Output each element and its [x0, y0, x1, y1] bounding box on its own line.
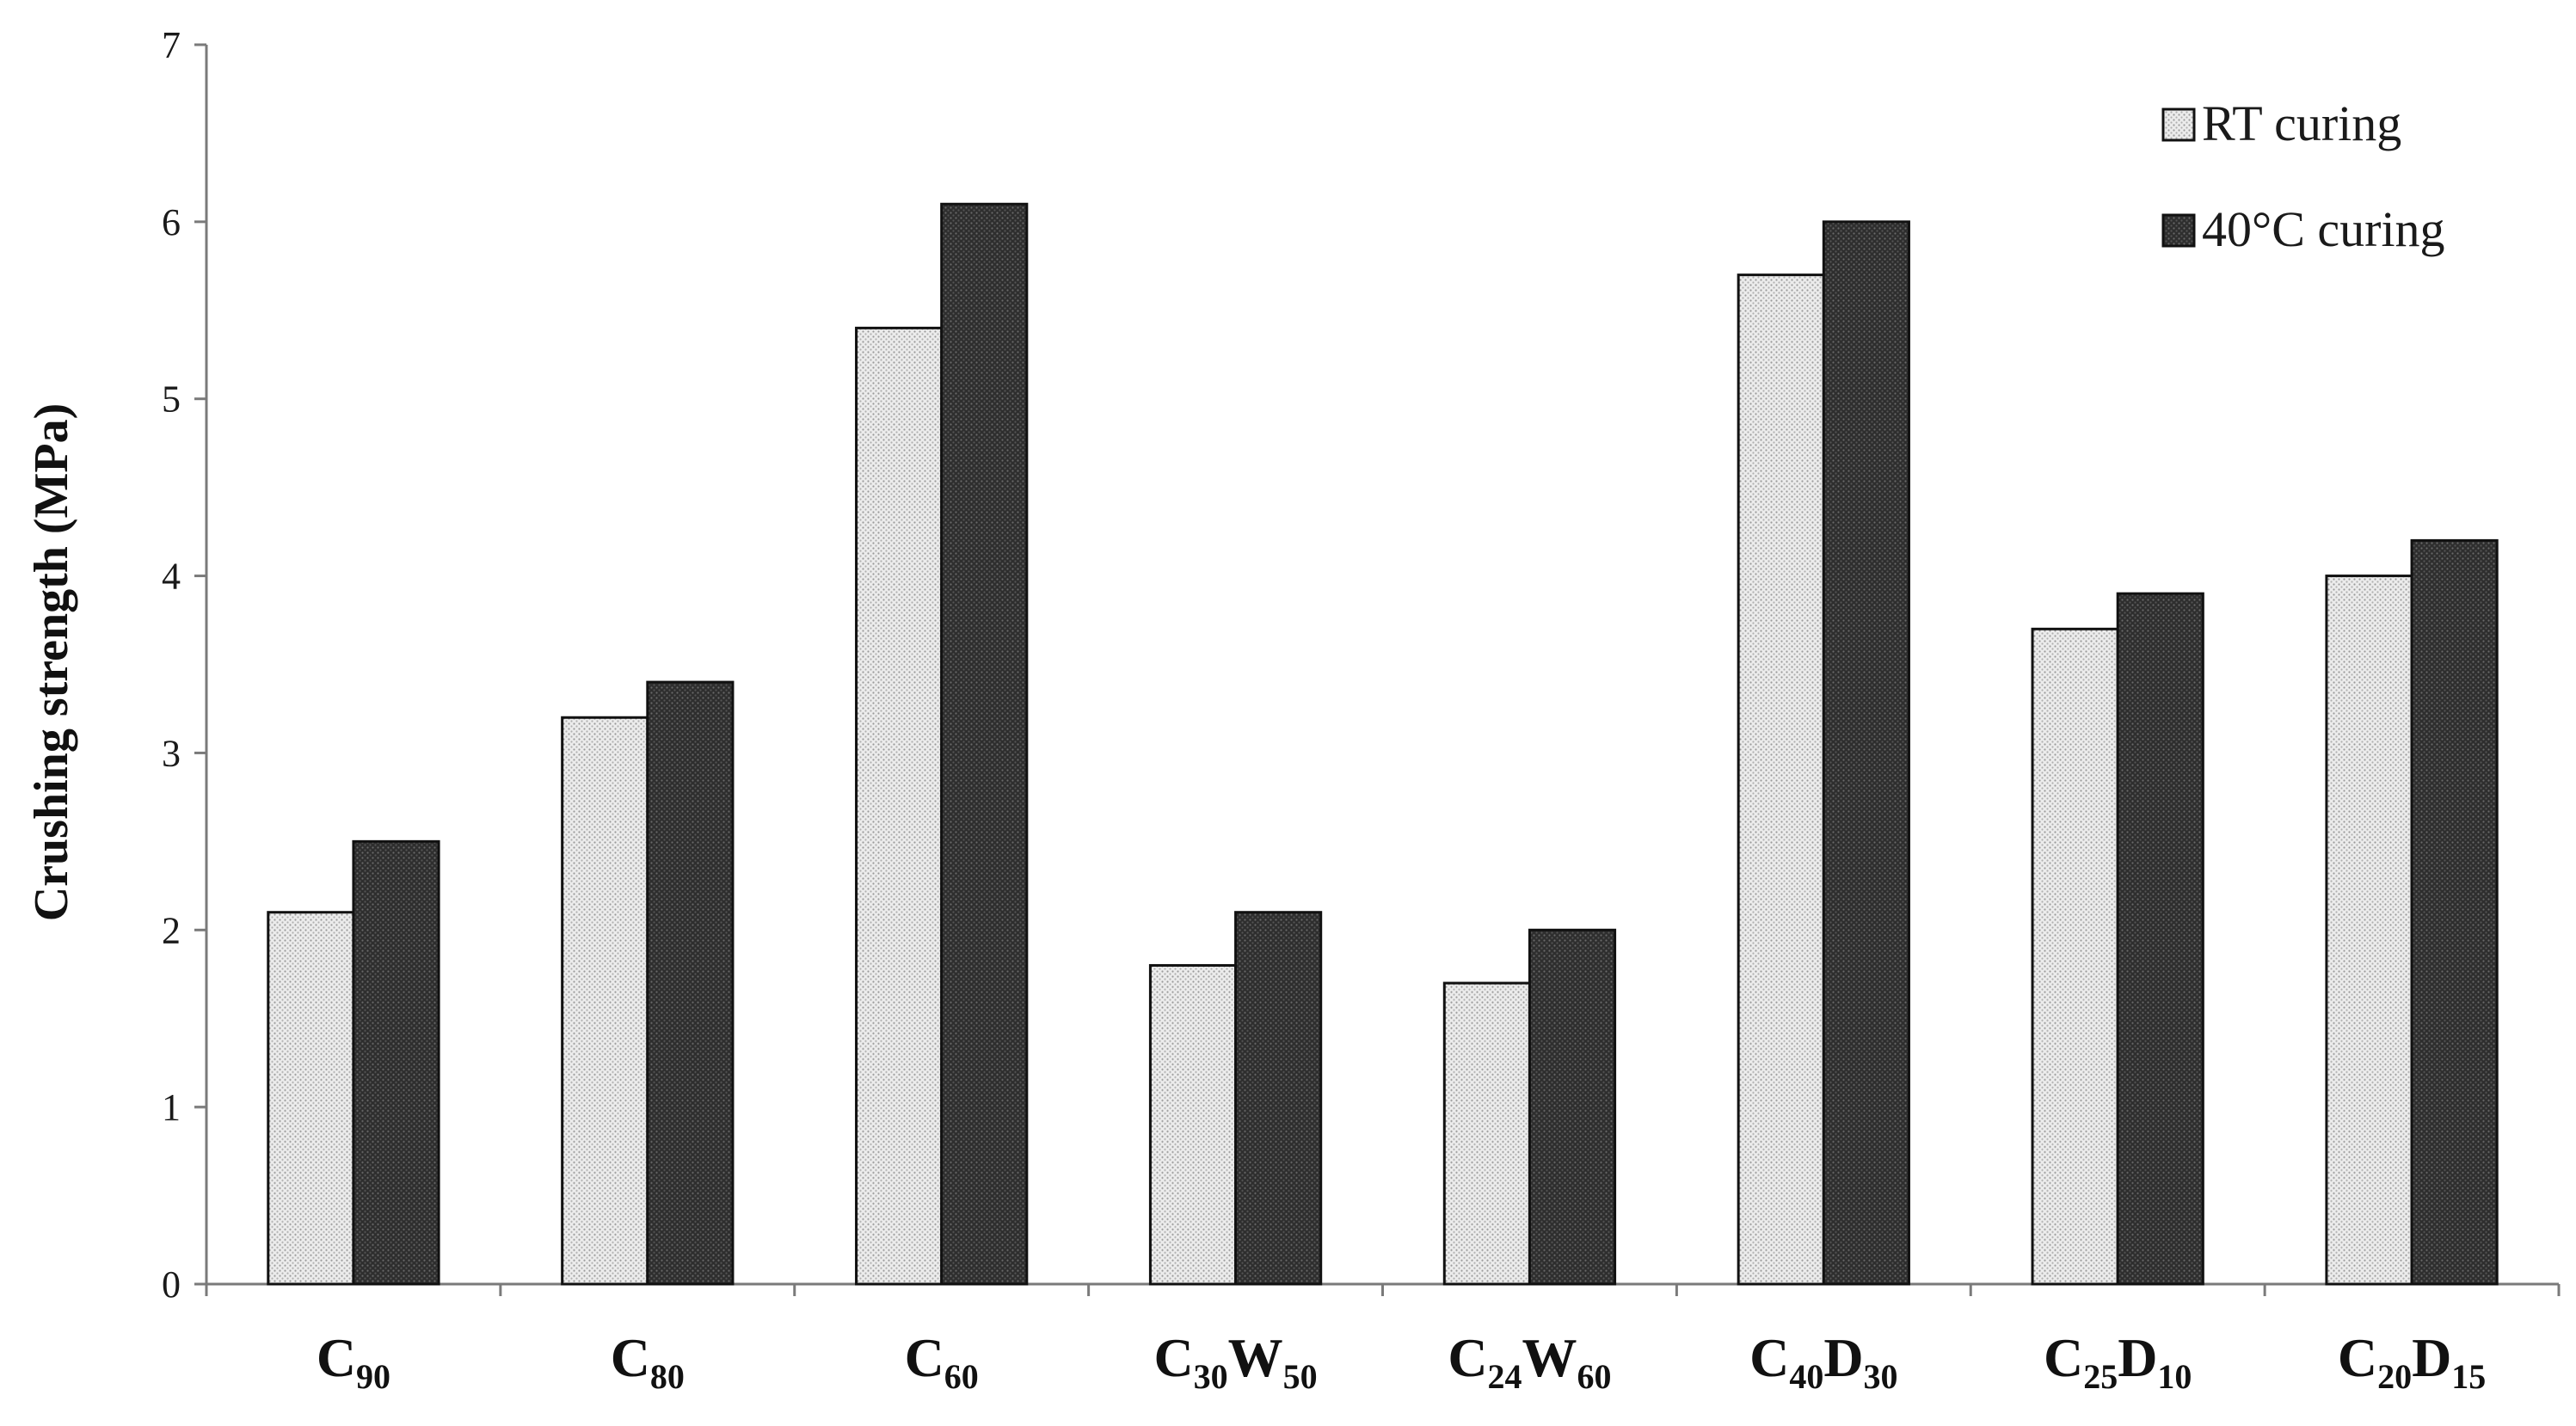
x-category-label: C60: [905, 1327, 979, 1396]
category-letter: C: [2338, 1327, 2377, 1388]
bar-40c-curing: [1234, 911, 1323, 1286]
category-subscript: 30: [1864, 1357, 1898, 1396]
y-tick-label: 5: [162, 378, 181, 421]
category-letter: D: [1823, 1327, 1863, 1388]
legend-swatch-40c-curing: [2161, 213, 2196, 248]
category-letter: C: [1448, 1327, 1487, 1388]
category-labels: C90 C80 C60 C30W50 C24W60 C40D30 C25D10 C20D15: [317, 1327, 2486, 1396]
bar-40c-curing: [646, 680, 735, 1286]
category-subscript: 15: [2451, 1357, 2486, 1396]
bar-rt-curing: [1737, 274, 1825, 1286]
category-subscript: 60: [1577, 1357, 1612, 1396]
y-tick-label: 1: [162, 1086, 181, 1128]
category-subscript: 90: [356, 1357, 390, 1396]
y-tick-label: 4: [162, 556, 181, 598]
category-subscript: 30: [1194, 1357, 1228, 1396]
category-subscript: 40: [1789, 1357, 1823, 1396]
category-letter: C: [905, 1327, 944, 1388]
category-subscript: 20: [2377, 1357, 2412, 1396]
category-letter: W: [1522, 1327, 1577, 1388]
category-subscript: 10: [2157, 1357, 2192, 1396]
category-letter: C: [1749, 1327, 1789, 1388]
category-subscript: 25: [2083, 1357, 2118, 1396]
y-tick-label: 3: [162, 732, 181, 774]
bar-rt-curing: [267, 911, 355, 1286]
bar-40c-curing: [940, 202, 1029, 1286]
bar-40c-curing: [2116, 592, 2204, 1286]
category-letter: C: [611, 1327, 650, 1388]
bar-rt-curing: [2031, 627, 2119, 1286]
category-subscript: 50: [1283, 1357, 1318, 1396]
category-letter: C: [1153, 1327, 1193, 1388]
category-letter: D: [2412, 1327, 2451, 1388]
category-subscript: 80: [650, 1357, 685, 1396]
category-letter: D: [2118, 1327, 2157, 1388]
x-category-label: C20D15: [2338, 1327, 2486, 1396]
category-letter: C: [317, 1327, 356, 1388]
x-category-label: C80: [611, 1327, 685, 1396]
y-axis: 0 1 2 3 4 5 6 7: [162, 24, 208, 1306]
x-category-label: C90: [317, 1327, 390, 1396]
y-tick-label: 6: [162, 201, 181, 243]
bar-rt-curing: [561, 716, 649, 1286]
bar-40c-curing: [352, 839, 440, 1286]
x-axis: [205, 1282, 2561, 1296]
category-subscript: 60: [944, 1357, 979, 1396]
x-category-label: C40D30: [1749, 1327, 1897, 1396]
legend-swatch-rt-curing: [2161, 108, 2196, 142]
bar-rt-curing: [1148, 963, 1238, 1286]
y-tick-label: 0: [162, 1263, 181, 1306]
category-letter: C: [2044, 1327, 2083, 1388]
legend: RT curing 40°C curing: [2161, 95, 2445, 257]
y-tick-label: 2: [162, 909, 181, 951]
bars: [267, 202, 2499, 1286]
x-category-label: C25D10: [2044, 1327, 2192, 1396]
y-axis-title: Crushing strength (MPa): [25, 403, 78, 922]
bar-40c-curing: [2410, 538, 2499, 1286]
bar-40c-curing: [1822, 220, 1910, 1286]
bar-rt-curing: [855, 326, 944, 1286]
bar-rt-curing: [1442, 981, 1531, 1286]
y-tick-label: 7: [162, 24, 181, 66]
legend-label-40c-curing: 40°C curing: [2202, 201, 2445, 257]
x-category-label: C30W50: [1153, 1327, 1317, 1396]
bar-rt-curing: [2325, 575, 2413, 1286]
bar-40c-curing: [1528, 928, 1617, 1286]
legend-label-rt-curing: RT curing: [2202, 95, 2401, 151]
category-subscript: 24: [1488, 1357, 1522, 1396]
x-category-label: C24W60: [1448, 1327, 1611, 1396]
category-letter: W: [1228, 1327, 1283, 1388]
